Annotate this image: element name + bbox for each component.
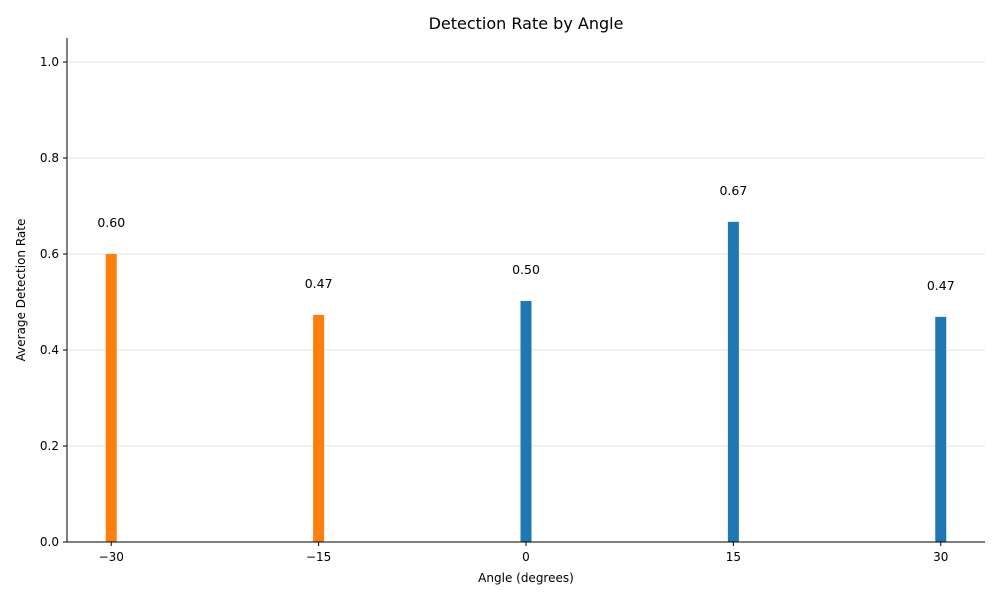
y-tick-label: 1.0 xyxy=(40,55,59,69)
bars xyxy=(105,221,947,542)
bar xyxy=(935,316,947,542)
axes: 0.0 0.2 0.4 0.6 0.8 1.0 −30 −15 0 15 30 xyxy=(40,38,985,564)
grid-lines xyxy=(67,61,985,447)
data-label: 0.67 xyxy=(719,183,747,198)
bar xyxy=(520,301,532,542)
bar xyxy=(727,221,739,542)
chart-title: Detection Rate by Angle xyxy=(429,14,624,33)
data-label: 0.47 xyxy=(305,276,333,291)
y-tick-label: 0.6 xyxy=(40,247,59,261)
x-tick-label: 15 xyxy=(726,550,741,564)
data-label: 0.47 xyxy=(927,278,955,293)
y-tick-label: 0.0 xyxy=(40,535,59,549)
x-tick-label: −30 xyxy=(99,550,124,564)
y-tick-label: 0.4 xyxy=(40,343,59,357)
y-tick-label: 0.8 xyxy=(40,151,59,165)
data-label: 0.50 xyxy=(512,262,540,277)
bar xyxy=(313,314,325,542)
y-axis-label: Average Detection Rate xyxy=(14,219,28,362)
data-labels: 0.60 0.47 0.50 0.67 0.47 xyxy=(97,183,954,293)
x-tick-label: −15 xyxy=(306,550,331,564)
y-tick-label: 0.2 xyxy=(40,439,59,453)
bar xyxy=(105,254,117,542)
x-tick-label: 30 xyxy=(933,550,948,564)
data-label: 0.60 xyxy=(97,215,125,230)
x-axis-label: Angle (degrees) xyxy=(478,571,574,585)
x-tick-label: 0 xyxy=(522,550,530,564)
